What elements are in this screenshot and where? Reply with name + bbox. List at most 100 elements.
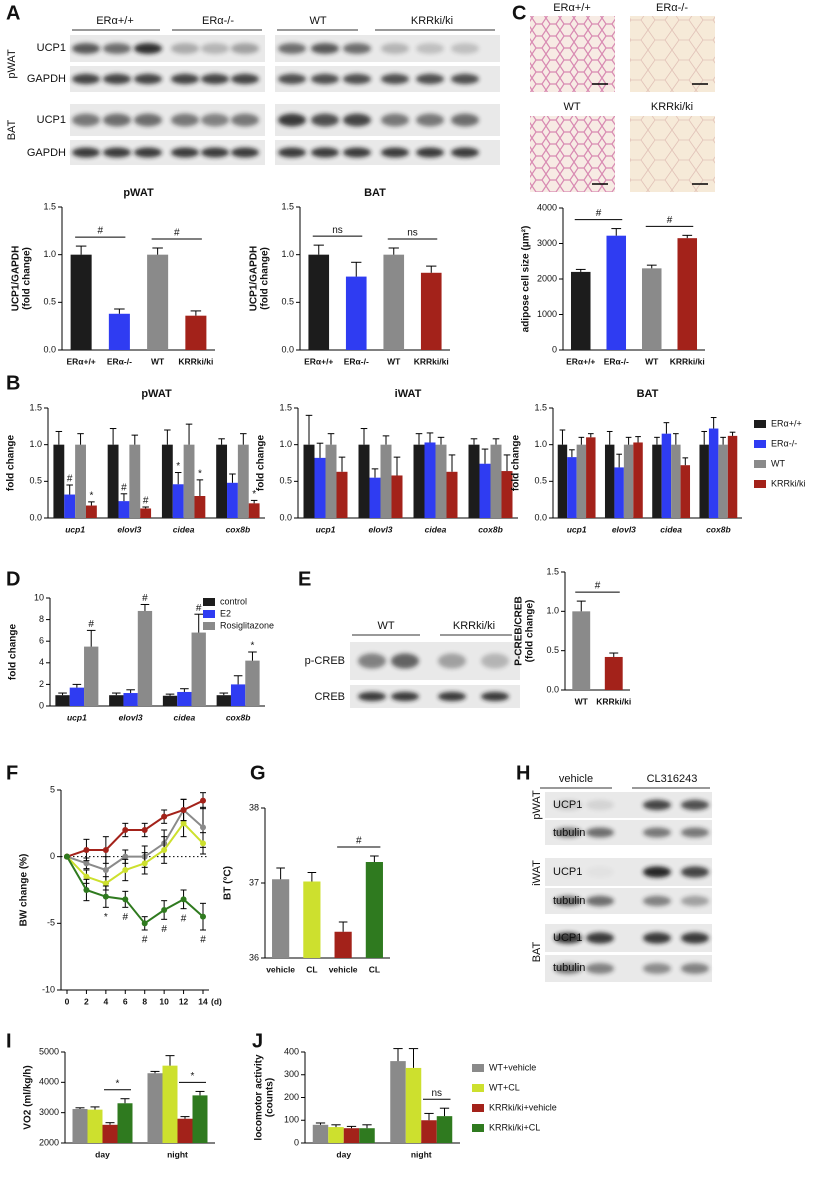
blot-band: [643, 963, 671, 974]
blot-band: [681, 963, 709, 974]
y-tick-label: 0.5: [279, 476, 292, 486]
bar: [652, 444, 662, 518]
legend-swatch: [472, 1084, 484, 1092]
x-tick-label: cox8b: [226, 712, 251, 722]
bar: [677, 238, 698, 350]
x-tick-label: ERα+/+: [566, 356, 595, 366]
blot-band: [278, 113, 306, 127]
bar: [390, 1061, 406, 1143]
y-tick-label: 4000: [39, 1077, 59, 1087]
blot-band: [72, 43, 100, 54]
bar: [572, 611, 591, 690]
y-axis-label: (fold change): [22, 247, 33, 310]
significance-label: ns: [431, 1088, 442, 1099]
series-line: [66, 821, 204, 885]
y-tick-label: 0: [294, 1137, 299, 1147]
y-tick-label: 0.0: [43, 344, 56, 354]
y-tick-label: 1.0: [29, 439, 42, 449]
y-tick-label: 8: [39, 614, 44, 624]
series-line: [66, 856, 204, 925]
significance-label: #: [143, 496, 149, 507]
significance-label: *: [176, 461, 180, 472]
blot-band: [343, 113, 371, 127]
x-tick-label: day: [336, 1149, 351, 1159]
y-axis-label: fold change: [511, 435, 522, 492]
x-tick-label: cox8b: [706, 524, 731, 534]
significance-label: #: [200, 935, 206, 946]
image-label: WT: [563, 101, 580, 113]
bar: [501, 471, 513, 518]
bar: [680, 465, 691, 518]
blot-band: [586, 866, 614, 877]
bar: [107, 444, 119, 518]
y-tick-label: 0.5: [281, 297, 294, 307]
blot-band: [554, 932, 582, 944]
y-tick-label: 0.0: [534, 512, 547, 522]
y-tick-label: 2000: [39, 1137, 59, 1147]
blot-band: [103, 73, 131, 85]
x-tick-label: WT: [151, 356, 165, 366]
bar: [123, 693, 138, 706]
panel-letter: H: [516, 762, 530, 784]
panel-letter: D: [6, 568, 20, 590]
y-tick-label: 0.0: [281, 344, 294, 354]
legend-label: ERα+/+: [771, 418, 802, 428]
significance-label: *: [252, 489, 256, 500]
blot-band: [554, 895, 582, 907]
bar: [303, 444, 315, 518]
blot-band: [311, 113, 339, 127]
data-point: [83, 873, 90, 880]
blot-band: [134, 43, 162, 54]
y-tick-label: 1.0: [43, 249, 56, 259]
x-tick-label: KRRki/ki: [414, 356, 449, 366]
y-tick-label: 38: [249, 802, 259, 812]
blot-band: [381, 113, 409, 127]
blot-band: [311, 147, 339, 158]
blot-band: [231, 147, 259, 158]
blot-band: [381, 73, 409, 85]
legend-label: Rosiglitazone: [220, 620, 274, 630]
data-point: [200, 913, 206, 920]
data-point: [122, 896, 129, 903]
y-tick-label: 5: [50, 784, 55, 794]
y-tick-label: -5: [47, 918, 55, 928]
blot-row-label: UCP1: [553, 799, 582, 811]
blot-band: [391, 653, 419, 669]
blot-band: [343, 73, 371, 85]
y-axis-label: (counts): [265, 1078, 276, 1117]
bar: [192, 1095, 208, 1143]
data-point: [141, 860, 148, 867]
data-point: [64, 853, 70, 860]
blot-group-label: CL316243: [647, 773, 698, 785]
x-tick-label: WT: [575, 696, 589, 706]
bar: [604, 444, 615, 518]
blot-band: [171, 147, 199, 158]
blot-group-label: WT: [309, 15, 326, 27]
histology-image: [630, 16, 715, 92]
y-tick-label: 1.0: [281, 249, 294, 259]
y-tick-label: 200: [284, 1092, 299, 1102]
blot-row-label: UCP1: [37, 42, 66, 54]
bar: [102, 1124, 118, 1143]
legend-swatch: [472, 1104, 484, 1112]
bar: [75, 444, 86, 518]
blot-band: [554, 963, 582, 974]
bar: [345, 276, 367, 350]
data-point: [122, 867, 129, 873]
y-tick-label: 0.5: [534, 476, 547, 486]
x-tick-label: ucp1: [316, 524, 336, 534]
blot-band: [201, 73, 229, 85]
tissue-label: BAT: [531, 941, 543, 962]
panel-letter: B: [6, 372, 20, 394]
bar: [380, 444, 392, 518]
legend-label: E2: [220, 608, 231, 618]
histology-image: [630, 116, 715, 192]
series-line: [66, 799, 204, 858]
blot-band: [451, 43, 479, 54]
blot-row-label: GAPDH: [27, 147, 66, 159]
significance-label: #: [596, 208, 602, 219]
y-tick-label: 0.5: [546, 645, 559, 655]
bar: [633, 442, 643, 518]
blot-band: [391, 691, 419, 702]
bar: [245, 660, 260, 706]
